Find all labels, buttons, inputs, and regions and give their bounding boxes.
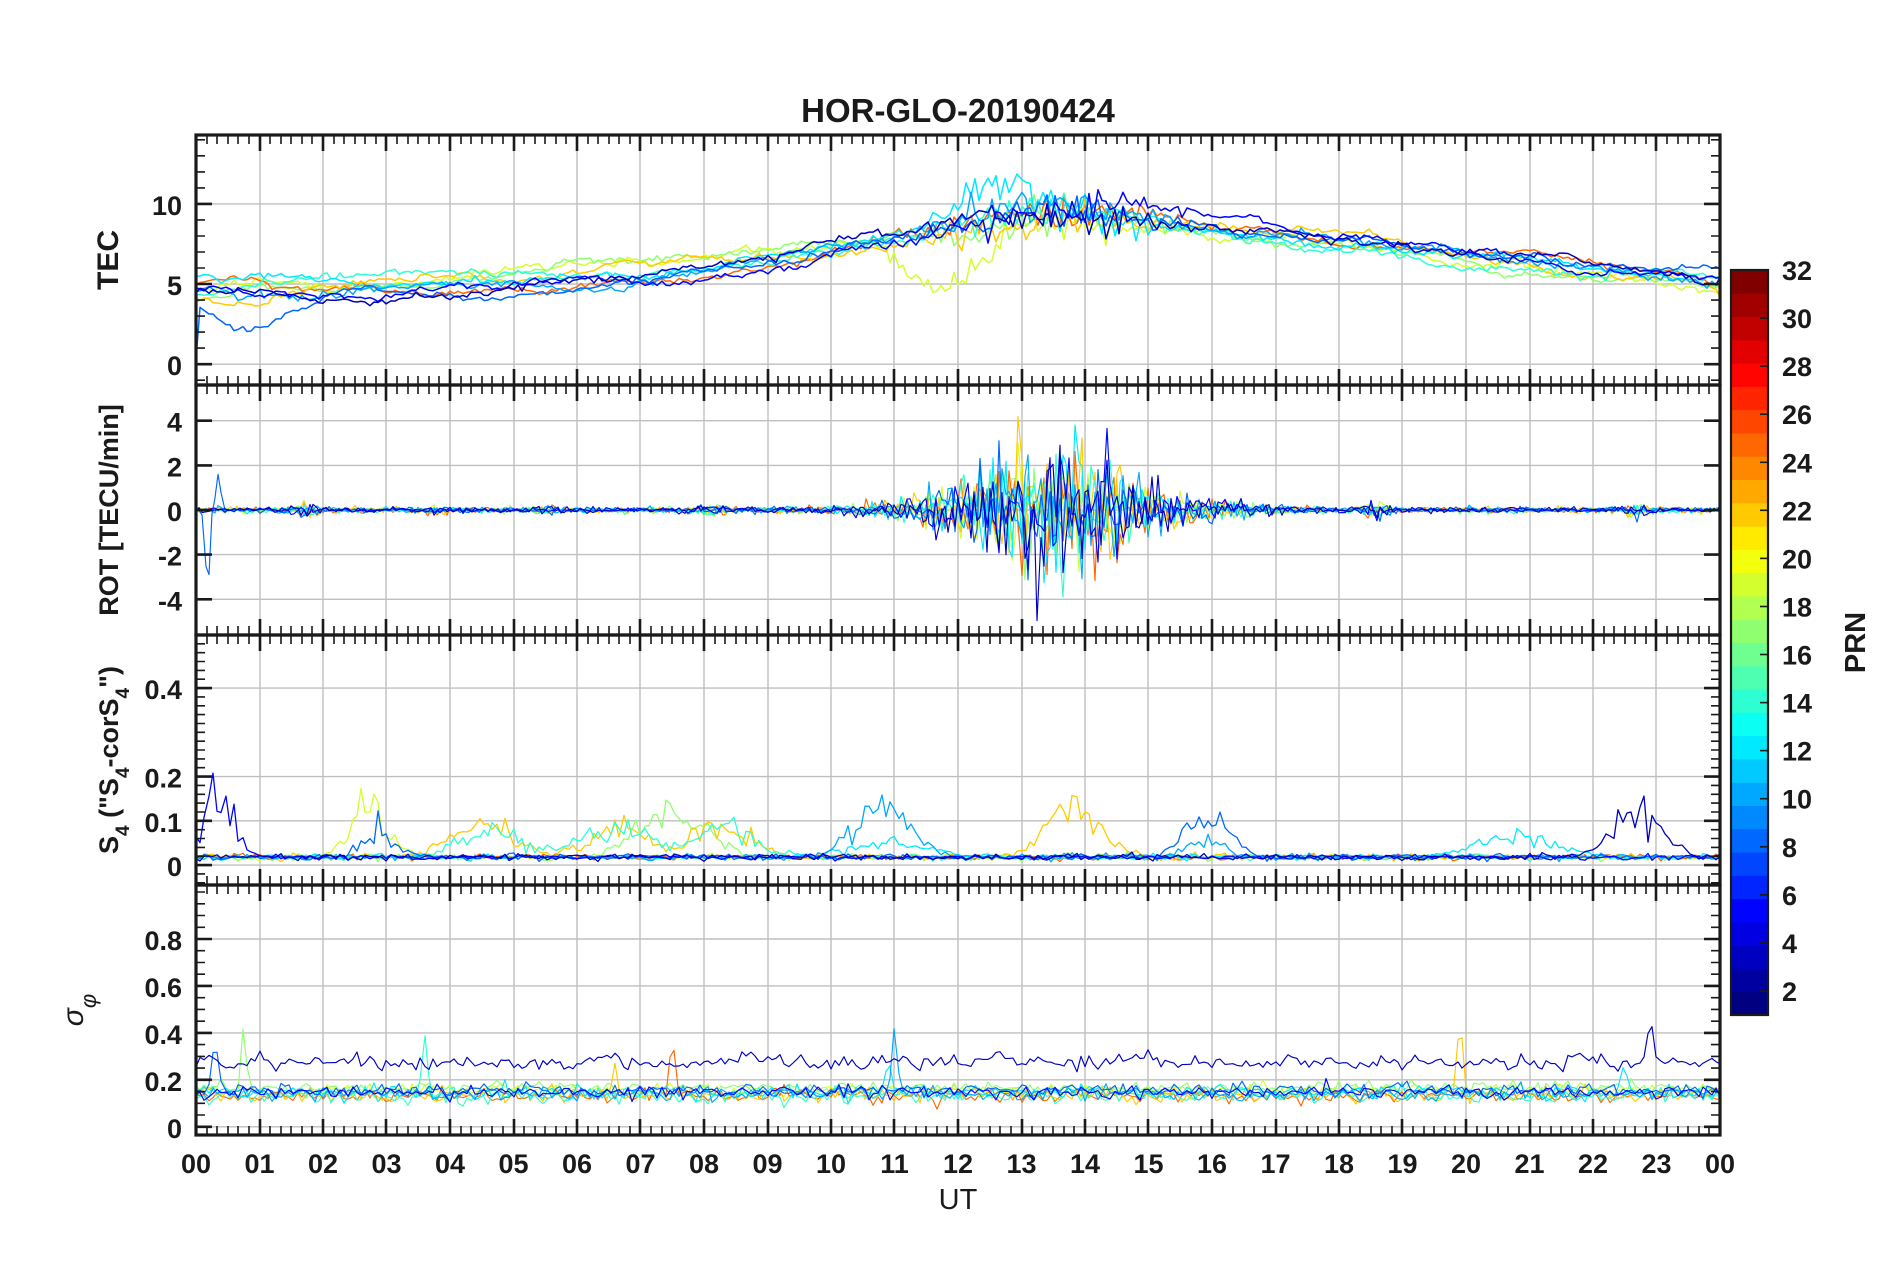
svg-text:08: 08 [689,1149,719,1179]
svg-text:0: 0 [167,497,182,527]
svg-text:12: 12 [1782,737,1812,767]
svg-text:02: 02 [308,1149,338,1179]
svg-text:20: 20 [1451,1149,1481,1179]
svg-text:32: 32 [1782,256,1812,286]
svg-text:03: 03 [371,1149,401,1179]
svg-text:4: 4 [167,408,182,438]
svg-text:20: 20 [1782,544,1812,574]
svg-text:00: 00 [181,1149,211,1179]
svg-text:14: 14 [1070,1149,1100,1179]
svg-text:18: 18 [1324,1149,1354,1179]
svg-text:PRN: PRN [1840,612,1872,673]
svg-text:11: 11 [880,1149,909,1179]
svg-text:19: 19 [1387,1149,1417,1179]
svg-text:0: 0 [167,351,182,381]
svg-text:TEC: TEC [92,230,125,290]
svg-text:04: 04 [435,1149,465,1179]
svg-text:0: 0 [167,852,182,882]
svg-text:05: 05 [498,1149,528,1179]
svg-text:0.1: 0.1 [144,808,182,838]
svg-text:17: 17 [1260,1149,1290,1179]
svg-text:26: 26 [1782,400,1812,430]
svg-text:22: 22 [1782,496,1812,526]
svg-text:28: 28 [1782,352,1812,382]
svg-text:13: 13 [1006,1149,1036,1179]
svg-text:0: 0 [167,1114,182,1144]
svg-text:10: 10 [152,191,182,221]
svg-text:-2: -2 [158,542,182,572]
svg-text:24: 24 [1782,448,1812,478]
svg-text:0.6: 0.6 [144,973,182,1003]
svg-text:01: 01 [244,1149,274,1179]
svg-text:00: 00 [1705,1149,1735,1179]
svg-text:5: 5 [167,271,182,301]
svg-text:0.2: 0.2 [144,1067,182,1097]
svg-text:12: 12 [943,1149,973,1179]
svg-text:2: 2 [167,452,182,482]
svg-text:07: 07 [625,1149,655,1179]
svg-text:0.2: 0.2 [144,764,182,794]
svg-text:30: 30 [1782,304,1812,334]
svg-text:14: 14 [1782,689,1812,719]
svg-text:-4: -4 [158,586,182,616]
svg-text:10: 10 [1782,785,1812,815]
svg-text:16: 16 [1197,1149,1227,1179]
svg-text:21: 21 [1514,1149,1544,1179]
svg-text:15: 15 [1133,1149,1163,1179]
svg-text:18: 18 [1782,593,1812,623]
svg-text:10: 10 [816,1149,846,1179]
svg-text:2: 2 [1782,977,1797,1007]
svg-text:16: 16 [1782,641,1812,671]
svg-text:HOR-GLO-20190424: HOR-GLO-20190424 [801,92,1115,129]
svg-text:0.4: 0.4 [144,1020,182,1050]
svg-text:06: 06 [562,1149,592,1179]
svg-text:22: 22 [1578,1149,1608,1179]
svg-text:0.4: 0.4 [144,675,182,705]
svg-text:UT: UT [939,1184,978,1216]
svg-text:6: 6 [1782,881,1797,911]
svg-text:8: 8 [1782,833,1797,863]
svg-text:4: 4 [1782,929,1797,959]
svg-text:23: 23 [1641,1149,1671,1179]
svg-text:ROT [TECU/min]: ROT [TECU/min] [94,404,124,615]
svg-text:0.8: 0.8 [144,926,182,956]
svg-text:09: 09 [752,1149,782,1179]
